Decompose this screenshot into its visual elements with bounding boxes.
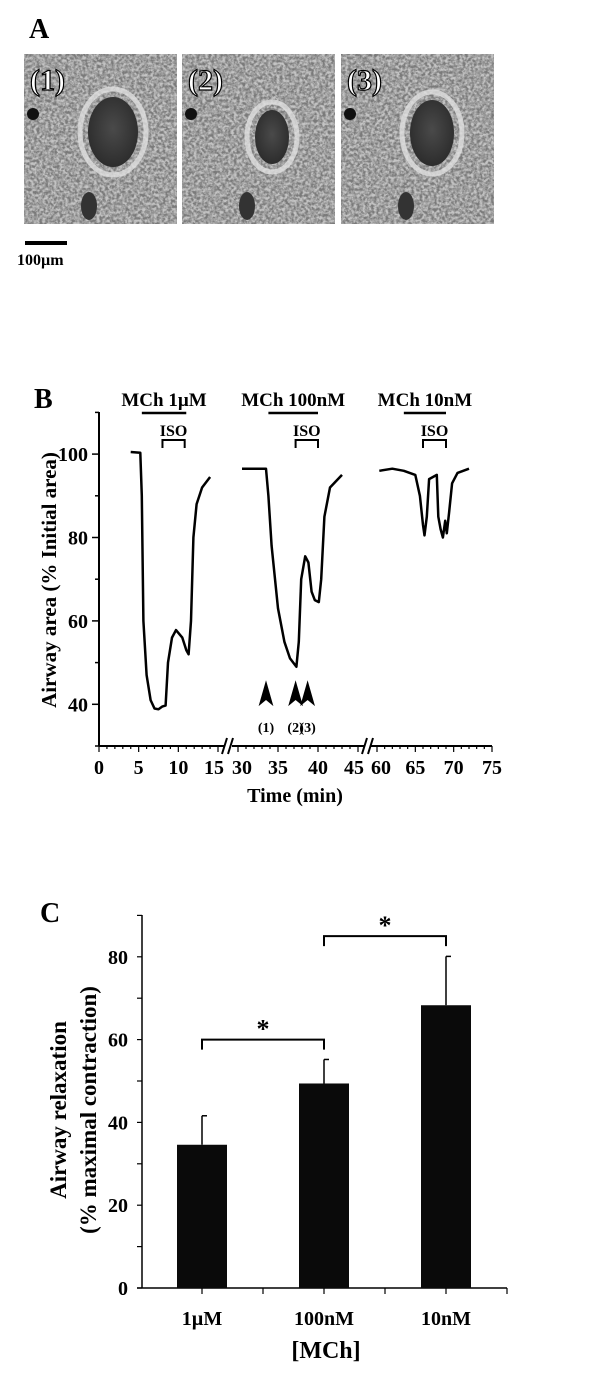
arrowhead-icon xyxy=(300,680,315,707)
arrow-label: (1) xyxy=(258,721,275,736)
x-tick-label: 0 xyxy=(94,757,104,779)
x-tick-label: 30 xyxy=(232,757,252,779)
x-tick-label: 10 xyxy=(168,757,188,779)
x-tick-label: 100nM xyxy=(294,1308,354,1330)
trace-3 xyxy=(379,467,470,539)
airway-lumen xyxy=(255,110,289,164)
scale-bar xyxy=(25,241,67,245)
vessel xyxy=(81,192,97,220)
x-tick-label: 40 xyxy=(308,757,328,779)
y-tick-label: 0 xyxy=(118,1278,128,1300)
micrograph-label: (2) xyxy=(188,64,223,97)
arrowhead-icon xyxy=(258,680,274,707)
significance-bracket xyxy=(201,1038,325,1050)
vessel xyxy=(398,192,414,220)
micrograph-3: (3) xyxy=(341,54,494,224)
x-tick-label: 35 xyxy=(268,757,288,779)
panel-a-label: A xyxy=(29,14,50,45)
airway-lumen xyxy=(410,100,454,166)
scale-bar-label: 100µm xyxy=(17,252,64,269)
airway-wall xyxy=(399,89,465,177)
airway-lumen xyxy=(88,97,138,167)
iso-label: ISO xyxy=(421,423,449,440)
y-tick-label: 20 xyxy=(108,1195,128,1217)
y-axis-label: Airway relaxation xyxy=(46,1021,71,1199)
vessel xyxy=(27,108,39,120)
y-tick-label: 80 xyxy=(108,947,128,969)
panel-c-label: C xyxy=(40,898,61,929)
micrograph-1: (1) xyxy=(24,54,177,224)
y-tick-label: 60 xyxy=(108,1030,128,1052)
x-tick-label: 5 xyxy=(134,757,144,779)
panel-b-label: B xyxy=(34,384,53,415)
y-tick-label: 60 xyxy=(68,611,88,633)
iso-label: ISO xyxy=(160,423,188,440)
y-tick-label: 40 xyxy=(108,1112,128,1134)
y-tick-label: 40 xyxy=(68,694,88,716)
airway-wall xyxy=(244,99,300,175)
trace-2 xyxy=(242,467,343,669)
arrowhead-icon xyxy=(288,680,303,707)
vessel xyxy=(185,108,197,120)
axis-break-mark xyxy=(221,737,234,755)
x-tick-label: 70 xyxy=(444,757,464,779)
axis-break-mark xyxy=(361,737,374,755)
arrow-label: (3) xyxy=(299,721,316,736)
iso-label: ISO xyxy=(293,423,321,440)
mch-label: MCh 1µM xyxy=(121,390,206,411)
panel-b-trace-chart: 40 60 80 100 0 5 10 15 30 35 40 45 60 65 70 75 Time (min… xyxy=(37,390,502,807)
bar-3 xyxy=(421,1005,471,1288)
micrograph-label: (3) xyxy=(347,64,382,97)
y-tick-label: 100 xyxy=(58,444,88,466)
airway-wall xyxy=(77,86,149,178)
iso-bracket xyxy=(294,439,319,448)
micrograph-label: (1) xyxy=(30,64,65,97)
mch-label: MCh 100nM xyxy=(241,390,345,411)
y-axis-label: Airway area (% Initial area) xyxy=(37,452,61,708)
iso-bracket xyxy=(422,439,447,448)
x-tick-label: 15 xyxy=(204,757,224,779)
vessel xyxy=(239,192,255,220)
x-tick-label: 45 xyxy=(344,757,364,779)
significance-star: * xyxy=(257,1015,270,1044)
x-axis-label: Time (min) xyxy=(247,785,343,807)
bar-2 xyxy=(299,1083,349,1288)
x-tick-label: 75 xyxy=(482,757,502,779)
panel-a-images: (1) (2) (3) xyxy=(24,54,494,245)
bar-1 xyxy=(177,1144,227,1288)
micrograph-2: (2) xyxy=(182,54,335,224)
x-tick-label: 60 xyxy=(371,757,391,779)
trace-1 xyxy=(130,450,212,711)
x-tick-label: 1µM xyxy=(182,1308,223,1330)
x-tick-label: 65 xyxy=(405,757,425,779)
iso-bracket xyxy=(161,439,186,448)
significance-bracket xyxy=(323,935,447,947)
x-tick-label: 10nM xyxy=(421,1308,471,1330)
x-axis-label: [MCh] xyxy=(291,1338,360,1364)
vessel xyxy=(344,108,356,120)
panel-c-bar-chart: 0 20 40 60 80 1µM 100nM 10nM [MCh] Airway relaxat… xyxy=(46,911,508,1364)
arrow-label: (2) xyxy=(287,721,304,736)
y-axis-label-2: (% maximal contraction) xyxy=(76,986,101,1234)
significance-star: * xyxy=(379,911,392,940)
y-tick-label: 80 xyxy=(68,528,88,550)
mch-label: MCh 10nM xyxy=(378,390,473,411)
